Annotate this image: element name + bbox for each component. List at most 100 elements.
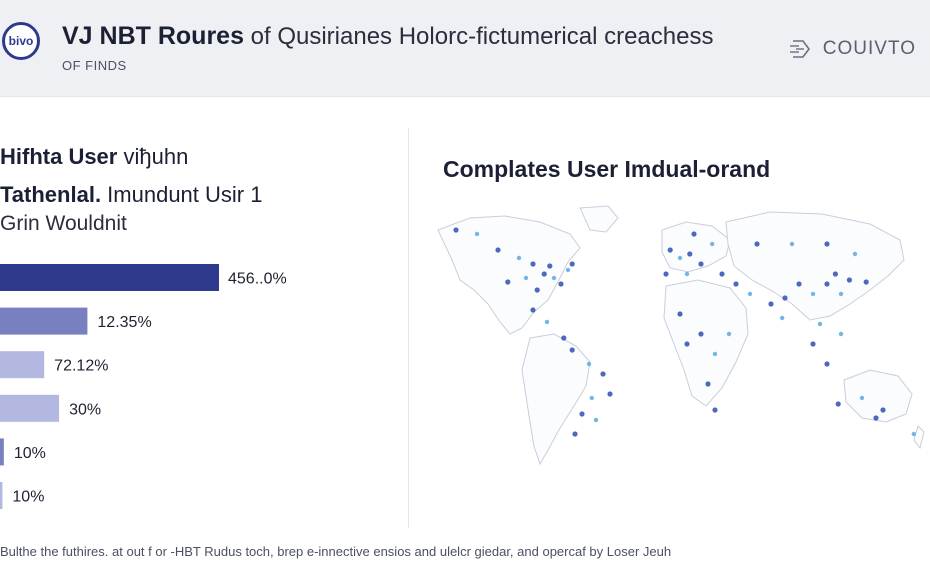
map-dot-49 <box>832 271 838 277</box>
bar-label-1: 12.35% <box>97 314 151 331</box>
bar-1 <box>0 307 88 335</box>
left-caption: Grin Wouldnit <box>0 212 127 235</box>
map-dot-5 <box>541 271 547 277</box>
new-zealand-shape <box>913 425 925 450</box>
bar-label-0: 456..0% <box>228 271 287 288</box>
map-dot-34 <box>733 281 739 287</box>
map-dot-52 <box>863 279 869 285</box>
page-subtitle: OF FINDS <box>62 58 127 73</box>
map-dot-19 <box>600 371 606 377</box>
bar-label-2: 72.12% <box>54 358 108 375</box>
map-dot-30 <box>691 231 697 237</box>
bar-3 <box>0 394 60 422</box>
map-dot-60 <box>852 251 858 257</box>
map-dot-3 <box>516 255 522 261</box>
map-dot-56 <box>838 331 844 337</box>
map-dot-15 <box>544 319 550 325</box>
brand: COUIVTO <box>789 38 916 60</box>
map-dot-4 <box>530 261 536 267</box>
map-dot-20 <box>607 391 613 397</box>
map-dot-18 <box>586 361 592 367</box>
map-dot-2 <box>495 247 501 253</box>
map-dot-22 <box>579 411 585 417</box>
map-dot-41 <box>726 331 732 337</box>
map-dot-17 <box>569 347 575 353</box>
world-map <box>437 205 925 466</box>
left-subheading-light: Imundunt Usir 1 <box>101 182 263 207</box>
map-dot-40 <box>712 407 718 413</box>
map-dot-11 <box>547 263 553 269</box>
map-dot-29 <box>710 241 715 247</box>
map-dot-59 <box>824 241 830 247</box>
map-dot-57 <box>754 241 760 247</box>
brand-icon <box>789 40 810 58</box>
map-dot-16 <box>561 335 567 341</box>
map-dot-26 <box>677 255 683 261</box>
bar-label-5: 10% <box>12 489 44 506</box>
map-land <box>437 205 925 466</box>
bar-label-4: 10% <box>14 445 46 462</box>
north-america-shape <box>437 215 581 335</box>
map-dot-35 <box>747 291 753 297</box>
left-subheading-bold: Tathenlal. <box>0 182 102 207</box>
map-dot-38 <box>712 351 718 357</box>
map-dot-55 <box>824 361 830 367</box>
bar-chart: 456..0% 12.35% 72.12% 30% 10% 10% <box>0 264 287 509</box>
brand-name: COUIVTO <box>822 38 916 59</box>
map-dot-8 <box>534 287 540 293</box>
title-bold: VJ NBT Roures <box>62 22 244 50</box>
south-america-shape <box>521 333 591 466</box>
title-rest: of Qusirianes Holorc-fictumerical creach… <box>243 23 714 50</box>
map-dot-62 <box>859 395 865 401</box>
map-dot-32 <box>684 271 690 277</box>
map-dot-64 <box>880 407 886 413</box>
map-dot-27 <box>687 251 693 257</box>
map-dot-33 <box>719 271 725 277</box>
bar-label-3: 30% <box>69 401 101 418</box>
map-dot-42 <box>684 341 690 347</box>
map-dot-10 <box>505 279 511 285</box>
map-dot-37 <box>698 331 704 337</box>
left-subheading: Tathenlal. Imundunt Usir 1 <box>0 182 262 208</box>
divider <box>408 128 409 528</box>
left-panel: Hifhta User viђuhn Tathenlal. Imundunt U… <box>0 96 405 536</box>
logo: bivo <box>2 22 40 60</box>
map-dot-45 <box>782 295 788 301</box>
map-dot-54 <box>810 341 816 347</box>
map-dot-24 <box>593 417 599 423</box>
left-heading: Hifhta User viђuhn <box>0 144 188 170</box>
map-title: Complates User Imdual-orand <box>443 156 771 182</box>
left-heading-light: viђuhn <box>117 144 189 169</box>
map-dot-65 <box>911 431 916 437</box>
map-dot-36 <box>677 311 683 317</box>
map-dot-23 <box>572 431 578 437</box>
map-dot-39 <box>705 381 711 387</box>
map-dot-58 <box>789 241 795 247</box>
map-dot-9 <box>523 275 529 281</box>
map-dot-14 <box>530 307 536 313</box>
map-dot-25 <box>667 247 673 253</box>
map-dot-51 <box>846 277 852 283</box>
map-dot-46 <box>796 281 802 287</box>
asia-shape <box>725 211 905 321</box>
map-dot-61 <box>835 401 841 407</box>
bar-2 <box>0 351 45 379</box>
australia-shape <box>843 369 913 423</box>
bar-5 <box>0 482 3 509</box>
header: bivo VJ NBT Roures of Qusirianes Holorc-… <box>0 0 930 97</box>
map-dot-44 <box>780 315 785 321</box>
map-dot-31 <box>663 271 669 277</box>
bar-0 <box>0 264 219 291</box>
map-dot-47 <box>810 291 816 297</box>
map-dot-28 <box>698 261 704 267</box>
map-dot-12 <box>565 267 571 273</box>
map-dots <box>453 227 916 437</box>
map-dot-13 <box>569 261 575 267</box>
greenland-shape <box>579 205 619 233</box>
map-dot-1 <box>474 231 480 237</box>
bar-4 <box>0 438 4 466</box>
africa-shape <box>663 279 749 407</box>
map-dot-7 <box>558 281 564 287</box>
map-dot-53 <box>817 321 823 327</box>
map-dot-0 <box>453 227 459 233</box>
